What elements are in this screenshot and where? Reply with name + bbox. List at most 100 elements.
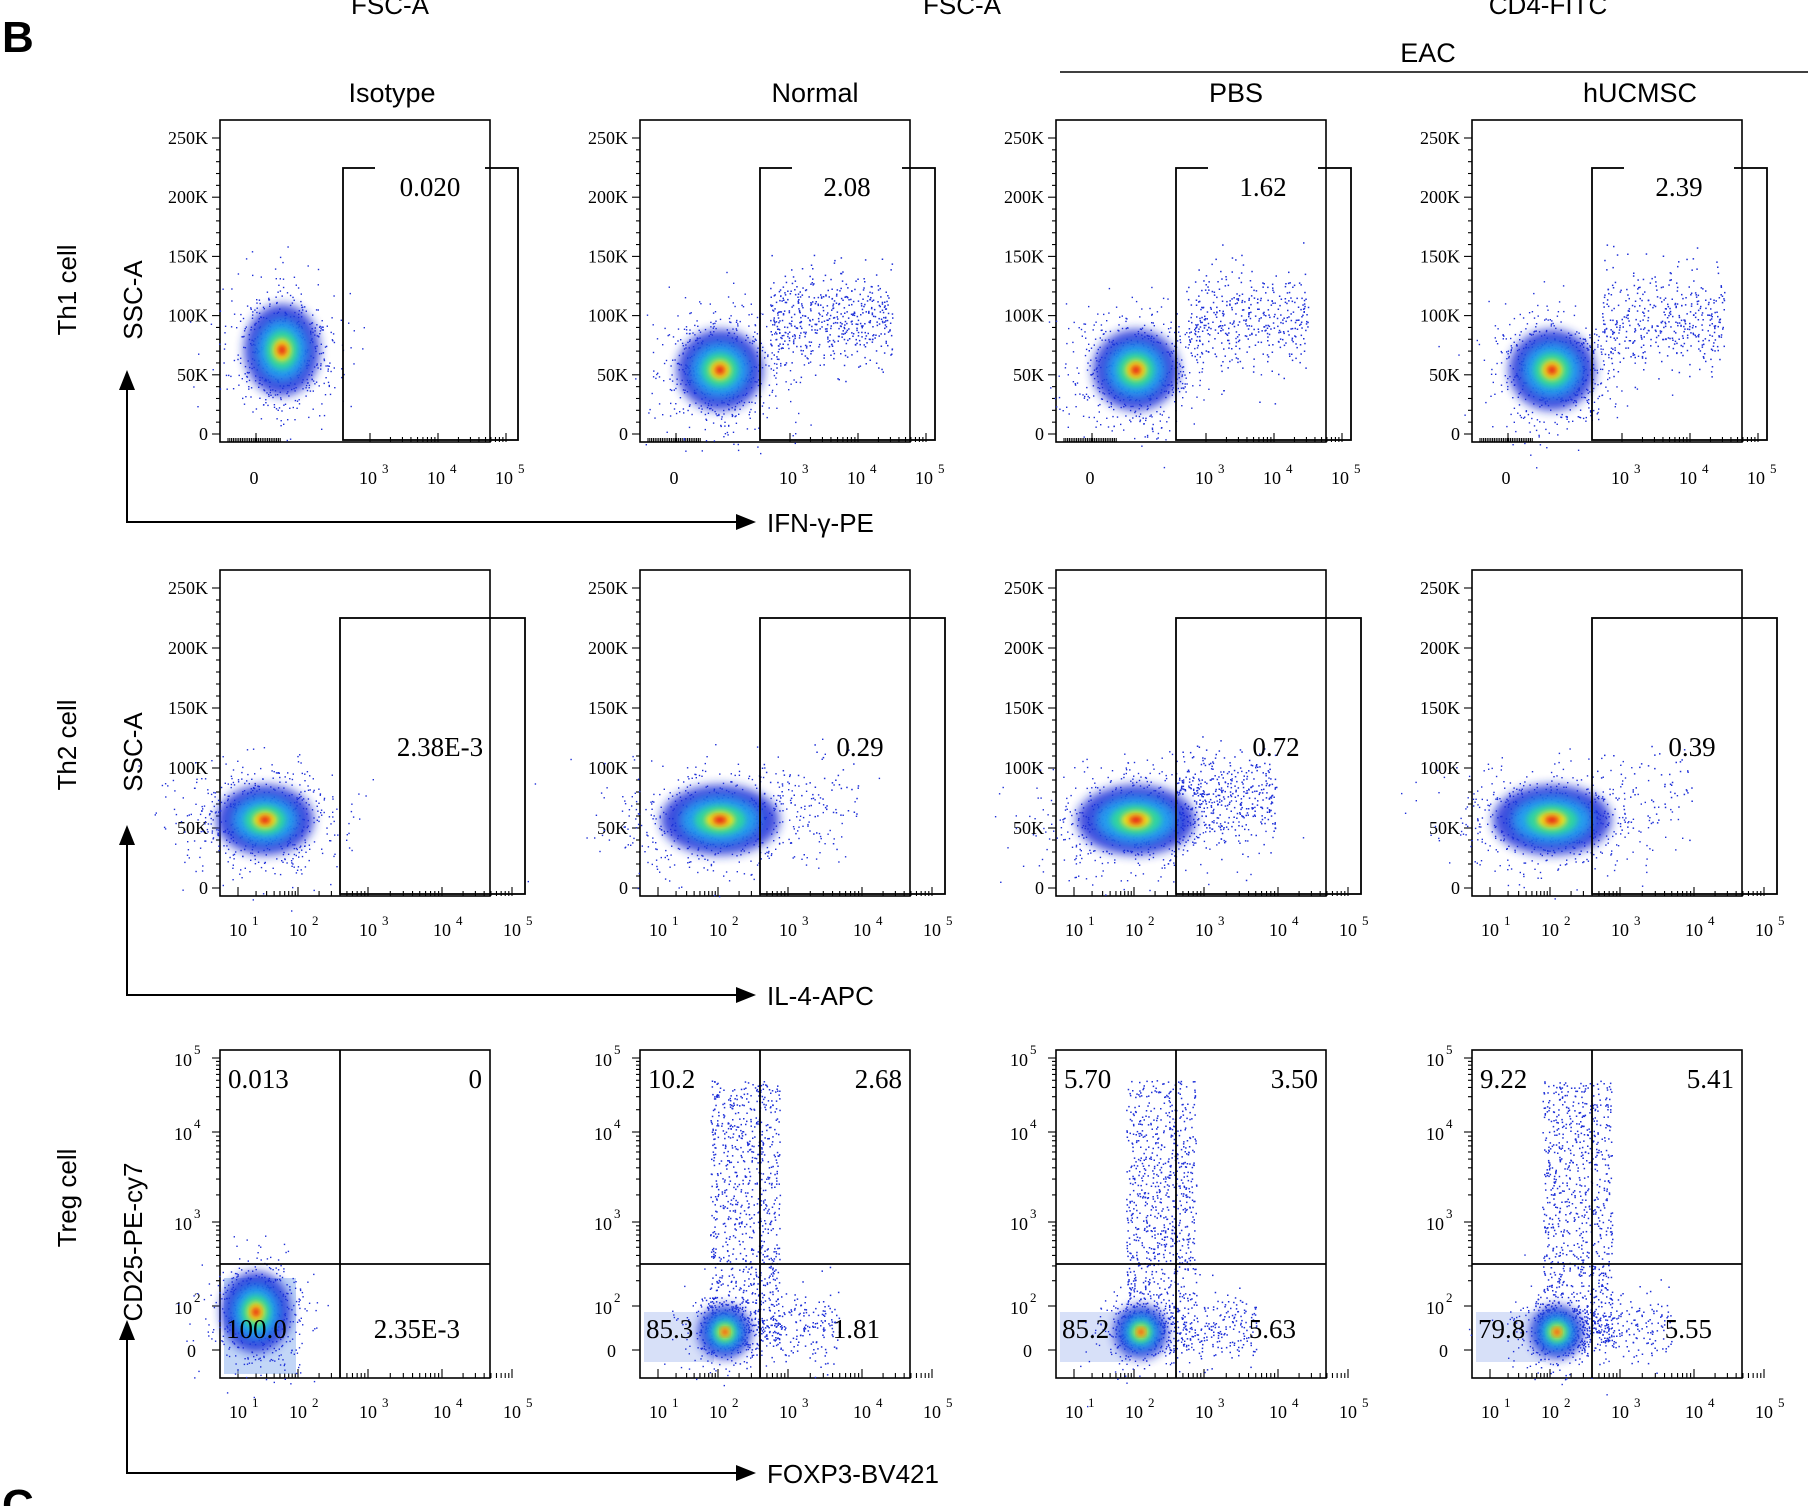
population-dot xyxy=(1157,432,1160,435)
gated-events-dot xyxy=(1305,329,1307,332)
gated-events-dot xyxy=(1634,328,1636,330)
gated-events-dot xyxy=(1660,322,1663,324)
gated-events-dot xyxy=(784,364,787,366)
x-tick-label: 10 4 xyxy=(847,461,877,488)
x-tick-label-exp: 4 xyxy=(1702,461,1709,476)
population-dot xyxy=(263,747,266,749)
gated-events-dot xyxy=(1301,327,1303,329)
gated-events-dot xyxy=(779,299,781,302)
population-dot xyxy=(1096,420,1098,423)
population-dot xyxy=(1159,406,1162,408)
population-dot xyxy=(301,772,303,775)
population-dot xyxy=(1160,331,1163,334)
population-dot xyxy=(223,845,225,847)
population-dot xyxy=(1506,381,1508,384)
gated-events-dot xyxy=(826,319,828,321)
population-dot xyxy=(1566,428,1568,430)
population-dot xyxy=(1180,387,1183,389)
population-dot xyxy=(289,294,292,297)
population-dot xyxy=(333,367,335,369)
population-dot xyxy=(300,762,302,764)
population-dot xyxy=(1082,415,1085,417)
gated-events-dot xyxy=(852,313,854,315)
population-dot xyxy=(688,405,691,407)
gated-events-dot xyxy=(1191,313,1193,315)
gated-events-dot xyxy=(790,290,792,292)
gated-events-dot xyxy=(1235,259,1237,261)
gated-events-dot xyxy=(876,324,879,327)
gated-events-dot xyxy=(1221,370,1223,373)
population-dot xyxy=(1593,409,1595,412)
population-dot xyxy=(1110,403,1113,405)
population-dot xyxy=(1464,414,1466,416)
population-dot xyxy=(233,853,236,856)
gated-events-dot xyxy=(786,326,789,329)
population-dot xyxy=(1588,402,1590,405)
population-dot xyxy=(1105,330,1107,333)
population-dot xyxy=(224,782,226,784)
population-dot xyxy=(299,754,301,756)
gated-events-dot xyxy=(1280,321,1282,324)
gated-events-dot xyxy=(1673,343,1676,345)
y-axis-tick-label: 200K xyxy=(168,187,208,207)
gated-events-dot xyxy=(1232,322,1235,324)
gated-events-dot xyxy=(1716,345,1719,348)
gated-events-dot xyxy=(860,302,863,305)
gated-events-dot xyxy=(1288,334,1290,336)
gated-events-dot xyxy=(1274,403,1277,405)
gated-events-dot xyxy=(1222,329,1224,331)
population-dot xyxy=(299,846,301,849)
gated-events-dot xyxy=(870,297,872,299)
population-dot xyxy=(1502,338,1504,340)
population-dot xyxy=(746,428,749,430)
population-dot xyxy=(1145,419,1147,422)
gated-events-dot xyxy=(1198,269,1200,271)
gated-events-dot xyxy=(1611,362,1614,365)
population-dot xyxy=(677,340,679,342)
population-dot xyxy=(689,339,691,341)
gated-events-dot xyxy=(1642,311,1644,313)
gated-events-dot xyxy=(1260,317,1262,319)
gated-events-dot xyxy=(820,297,823,299)
population-dot xyxy=(1185,391,1187,393)
gated-events-dot xyxy=(1668,284,1670,286)
gated-events-dot xyxy=(1668,312,1671,314)
population-dot xyxy=(1534,330,1536,332)
gated-events-dot xyxy=(878,304,881,307)
gated-events-dot xyxy=(869,320,872,322)
gated-events-dot xyxy=(771,254,773,257)
gated-events-dot xyxy=(1653,304,1655,307)
population-dot xyxy=(761,350,764,352)
gated-events-dot xyxy=(1686,334,1689,337)
gated-events-dot xyxy=(800,332,802,334)
gated-events-dot xyxy=(1617,371,1620,373)
gated-events-dot xyxy=(818,312,820,314)
gated-events-dot xyxy=(1208,289,1210,291)
population-dot xyxy=(330,823,332,825)
population-dot xyxy=(1108,406,1110,408)
x-axis-title-treg: FOXP3-BV421 xyxy=(767,1459,939,1489)
population-dot xyxy=(1561,413,1563,416)
population-dot xyxy=(1092,385,1095,387)
gated-events-dot xyxy=(1647,310,1650,312)
gated-events-dot xyxy=(1711,376,1713,378)
population-dot xyxy=(230,375,232,378)
population-dot xyxy=(1577,449,1580,451)
plot-frame xyxy=(1471,119,1743,443)
gated-events-dot xyxy=(1266,327,1269,329)
population-dot xyxy=(700,411,703,413)
y-axis-tick-label: 150K xyxy=(1420,246,1460,266)
population-dot xyxy=(730,315,732,317)
gated-events-dot xyxy=(1661,360,1663,363)
population-dot xyxy=(732,414,734,417)
gated-events-dot xyxy=(1224,324,1226,326)
gated-events-dot xyxy=(1285,320,1287,323)
population-dot xyxy=(321,403,323,405)
gated-events-dot xyxy=(866,342,868,344)
gated-events-dot xyxy=(1233,297,1235,299)
gated-events-dot xyxy=(801,294,804,296)
x-tick-label-exp: 5 xyxy=(1354,461,1361,476)
gated-events-dot xyxy=(1263,311,1265,314)
gated-events-dot xyxy=(1283,344,1286,347)
population-dot xyxy=(1196,396,1198,398)
